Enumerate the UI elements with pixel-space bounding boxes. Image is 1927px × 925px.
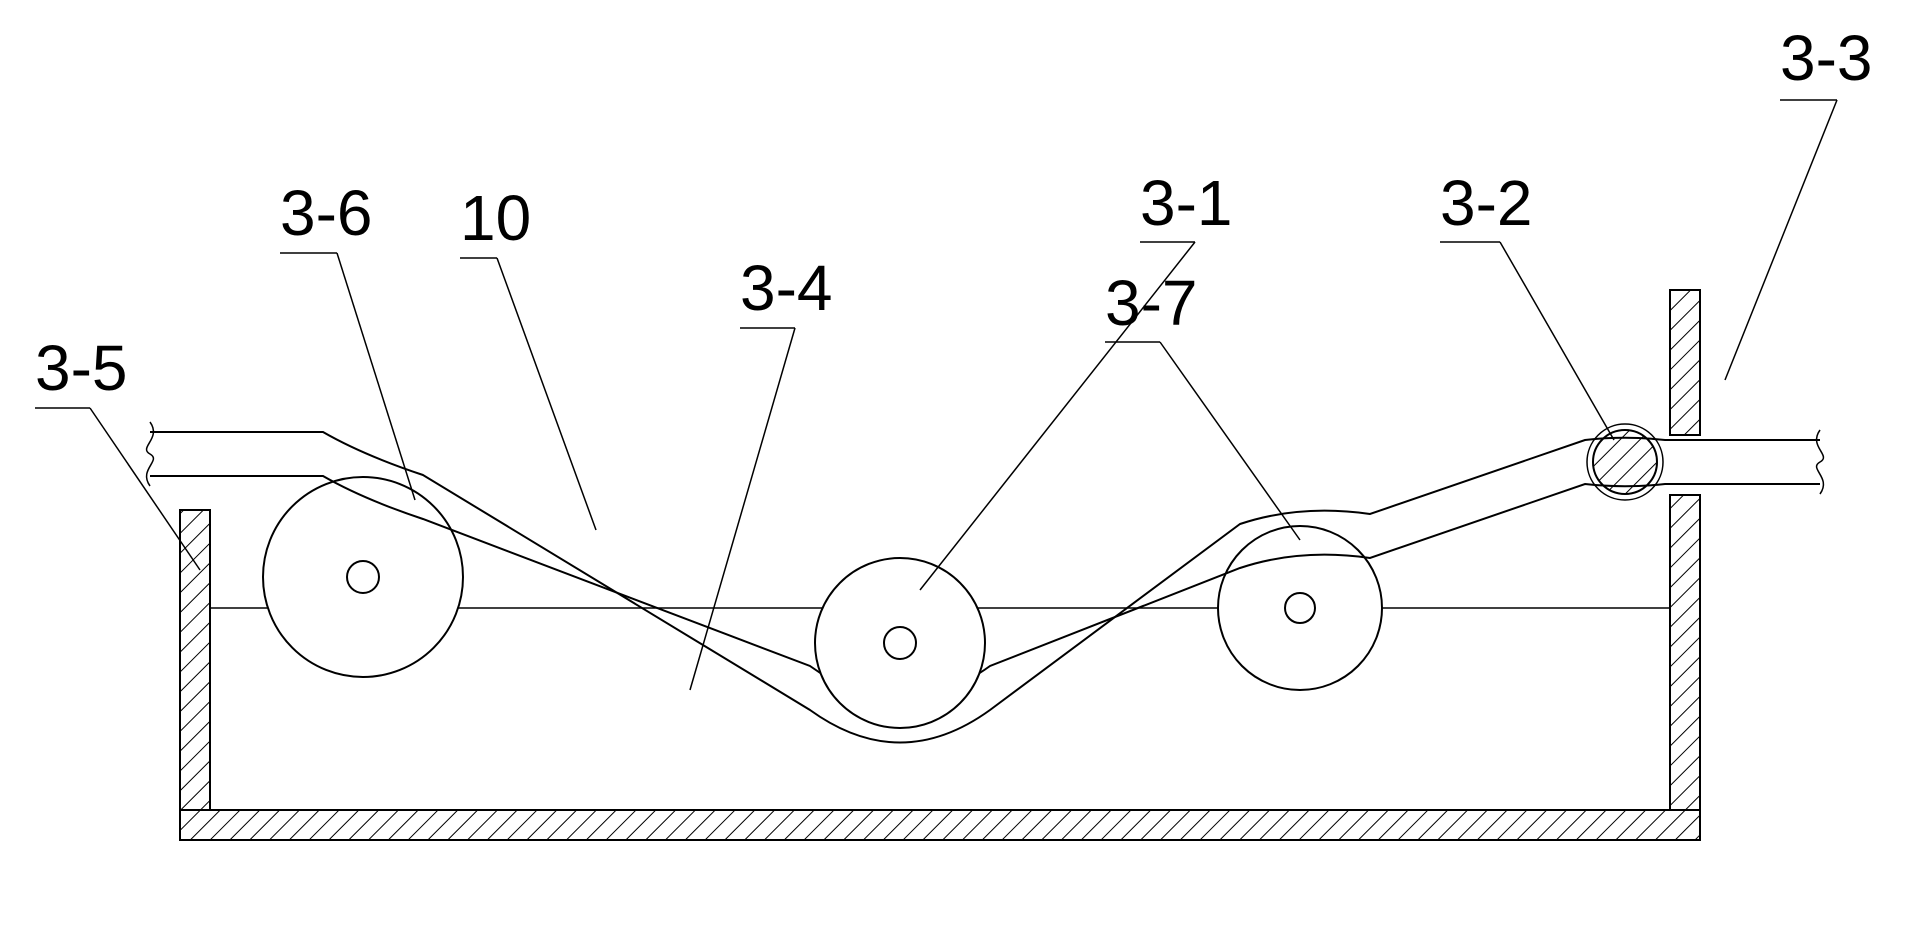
roller-3-2	[1593, 430, 1657, 494]
label-L32: 3-2	[1440, 167, 1533, 239]
roller-3-6	[263, 477, 463, 677]
roller-3-1	[815, 558, 985, 728]
leader-line-L34	[690, 328, 795, 690]
roller-3-7	[1218, 526, 1382, 690]
label-L31: 3-1	[1140, 167, 1233, 239]
leader-line-L33	[1725, 100, 1837, 380]
label-L35: 3-5	[35, 332, 128, 404]
label-L33: 3-3	[1780, 22, 1873, 94]
tank-bottom-wall	[180, 810, 1700, 840]
tank-right-wall-upper	[1670, 290, 1700, 435]
label-L34: 3-4	[740, 252, 833, 324]
tank-right-wall-lower	[1670, 495, 1700, 810]
label-L10: 10	[460, 182, 531, 254]
leader-line-L10	[497, 258, 596, 530]
label-L37: 3-7	[1105, 267, 1198, 339]
tank-left-wall	[180, 510, 210, 810]
leader-line-L32	[1500, 242, 1614, 440]
leader-line-L36	[337, 253, 415, 500]
leader-line-L37	[1160, 342, 1300, 540]
label-L36: 3-6	[280, 177, 373, 249]
